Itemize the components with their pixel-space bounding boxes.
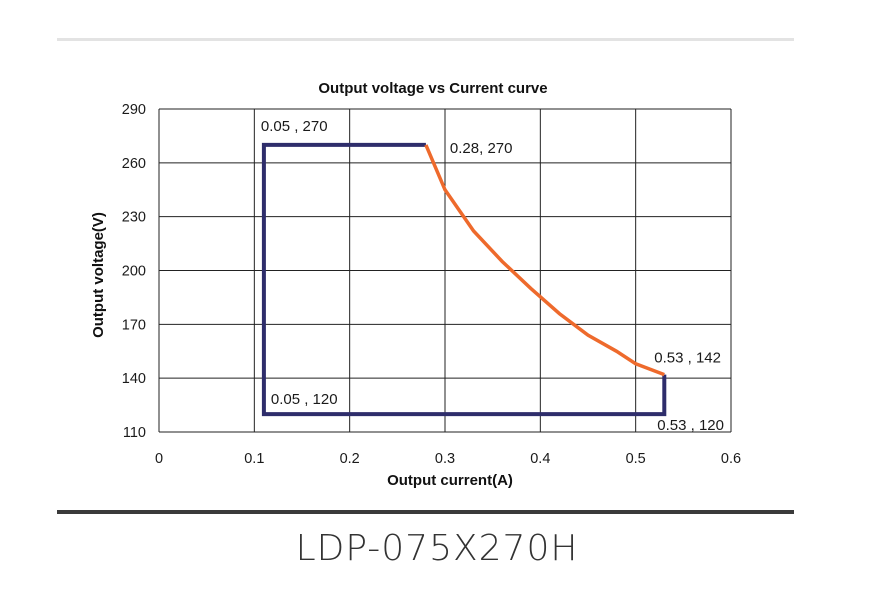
series-line-2 bbox=[424, 144, 665, 377]
y-tick-label: 260 bbox=[122, 156, 146, 172]
y-tick-label: 170 bbox=[122, 317, 146, 333]
point-annotation: 0.05 , 270 bbox=[261, 118, 328, 135]
point-annotation: 0.28, 270 bbox=[450, 140, 513, 157]
chart-title: Output voltage vs Current curve bbox=[318, 80, 547, 97]
point-annotation: 0.05 , 120 bbox=[271, 391, 338, 408]
y-tick-label: 110 bbox=[123, 425, 146, 441]
grid bbox=[158, 108, 732, 433]
x-tick-label: 0.4 bbox=[530, 451, 550, 467]
voltage-current-chart: Output voltage vs Current curve 0 0.1 0.2 0… bbox=[90, 80, 741, 489]
y-tick-label: 290 bbox=[122, 102, 146, 118]
series-line-1 bbox=[261, 142, 667, 417]
y-axis-label: Output voltage(V) bbox=[90, 212, 107, 338]
model-name: LDP-075X270H bbox=[295, 528, 579, 569]
x-tick-label: 0.6 bbox=[721, 451, 741, 467]
y-tick-label: 230 bbox=[122, 210, 146, 226]
point-annotation: 0.53 , 120 bbox=[657, 417, 724, 434]
x-axis-label: Output current(A) bbox=[387, 472, 513, 489]
bottom-divider bbox=[57, 510, 794, 514]
x-tick-label: 0.1 bbox=[244, 451, 264, 467]
y-tick-label: 140 bbox=[122, 371, 146, 387]
series-group bbox=[261, 142, 667, 417]
x-tick-label: 0 bbox=[155, 451, 163, 467]
x-tick-label: 0.5 bbox=[626, 451, 646, 467]
top-divider bbox=[57, 38, 794, 41]
point-annotation: 0.53 , 142 bbox=[654, 350, 721, 367]
tick-labels: 0 0.1 0.2 0.3 0.4 0.5 0.6 290 260 230 200 170 140 110 bbox=[122, 102, 741, 467]
y-tick-label: 200 bbox=[122, 264, 146, 280]
x-tick-label: 0.3 bbox=[435, 451, 455, 467]
annotations: 0.05 , 270 0.28, 270 0.53 , 142 0.05 , 120 0… bbox=[261, 118, 724, 434]
x-tick-label: 0.2 bbox=[340, 451, 360, 467]
